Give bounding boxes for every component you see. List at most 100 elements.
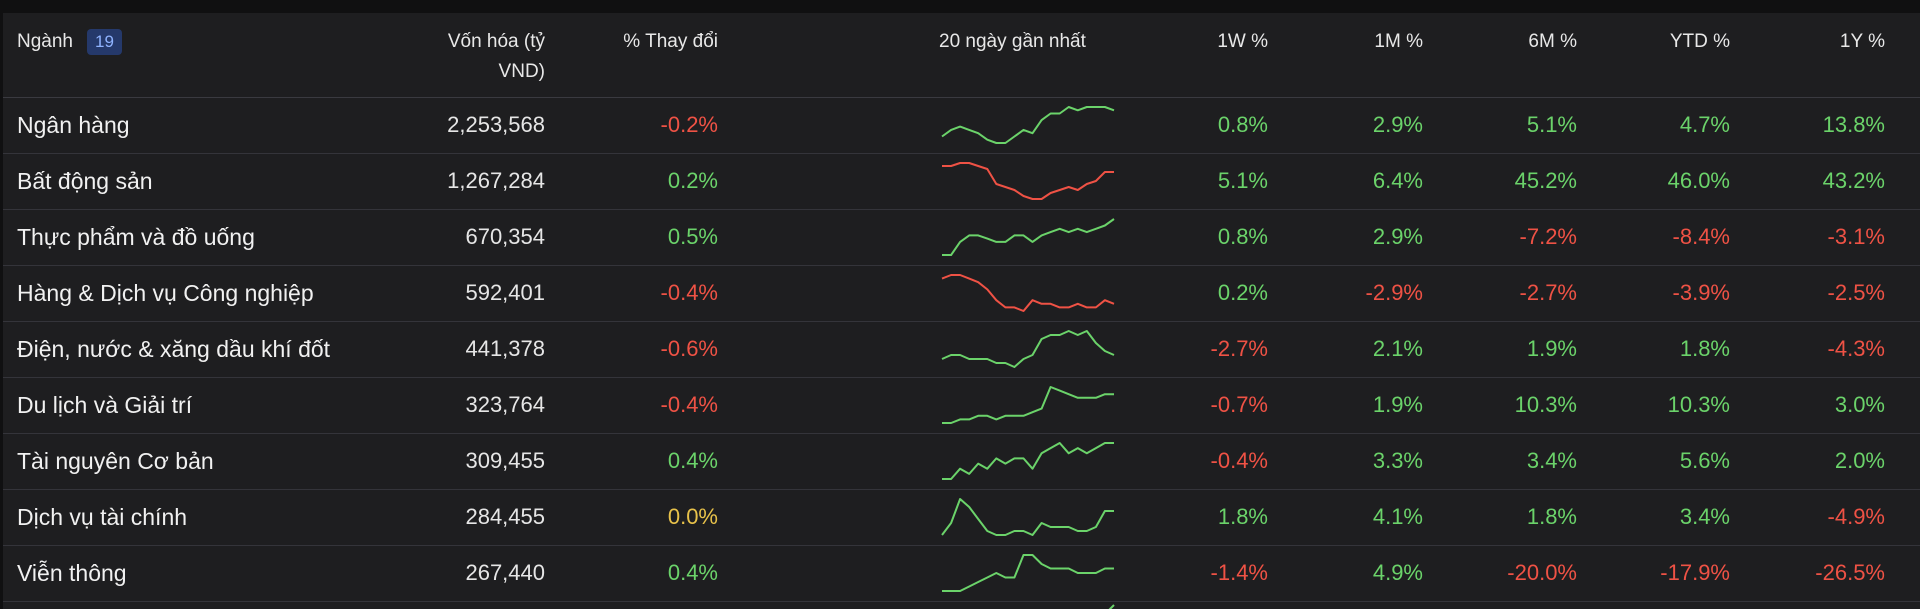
sparkline-line: [941, 330, 1115, 368]
ytd-cell: 1.8%: [1679, 336, 1730, 361]
y1-cell: 2.0%: [1834, 448, 1885, 473]
table-row[interactable]: Bất động sản 1,267,284 0.2% 5.1% 6.4% 45.2% 46…: [3, 153, 1920, 210]
table-row[interactable]: Du lịch và Giải trí 323,764 -0.4% -0.7% 1.9%…: [3, 377, 1920, 434]
m6-header[interactable]: 6M %: [1528, 31, 1577, 52]
table-row[interactable]: Hàng & Dịch vụ Công nghiệp 592,401 -0.4% 0.…: [3, 265, 1920, 322]
market-cap-cell: 670,354: [465, 224, 545, 249]
sector-name[interactable]: Hàng & Dịch vụ Công nghiệp: [17, 280, 314, 306]
partial-next-row: [3, 601, 1920, 609]
change-cell: -0.4%: [660, 392, 718, 417]
m1-cell: 2.9%: [1372, 112, 1423, 137]
table-row[interactable]: Tài nguyên Cơ bản 309,455 0.4% -0.4% 3.3% 3.4…: [3, 433, 1920, 490]
sector-header[interactable]: Ngành 19: [17, 27, 122, 83]
market-cap-cell: 267,440: [465, 560, 545, 585]
market-cap-cell: 309,455: [465, 448, 545, 473]
y1-cell: -4.3%: [1827, 336, 1885, 361]
sparkline: [938, 495, 1118, 539]
m6-cell: -2.7%: [1519, 280, 1577, 305]
ytd-cell: 4.7%: [1679, 112, 1730, 137]
y1-cell: 3.0%: [1834, 392, 1885, 417]
sparkline: [938, 439, 1118, 483]
change-cell: 0.4%: [667, 448, 718, 473]
table-row[interactable]: Điện, nước & xăng dầu khí đốt 441,378 -0.6…: [3, 321, 1920, 378]
m6-cell: -7.2%: [1519, 224, 1577, 249]
table-row[interactable]: Dịch vụ tài chính 284,455 0.0% 1.8% 4.1% 1.8%…: [3, 489, 1920, 546]
market-cap-cell: 1,267,284: [447, 168, 545, 193]
sparkline: [938, 159, 1118, 203]
w1-cell: 0.2%: [1217, 280, 1268, 305]
sparkline-svg: [941, 498, 1114, 536]
sparkline-svg: [941, 274, 1115, 312]
change-cell: 0.2%: [667, 168, 718, 193]
y1-header[interactable]: 1Y %: [1839, 31, 1885, 52]
w1-cell: 1.8%: [1217, 504, 1268, 529]
industry-table: Ngành 19 Vốn hóa (tỷ VND) % Thay đổi 20 n…: [3, 13, 1920, 609]
sparkline-line: [942, 162, 1114, 200]
table-row[interactable]: Ngân hàng 2,253,568 -0.2% 0.8% 2.9% 5.1% 4.7% 1…: [3, 97, 1920, 154]
sparkline-svg: [942, 554, 1114, 592]
market-cap-cell: 2,253,568: [447, 112, 545, 137]
sector-name[interactable]: Bất động sản: [17, 168, 153, 194]
market-cap-cell: 441,378: [465, 336, 545, 361]
sparkline: [938, 271, 1118, 315]
change-cell: -0.2%: [660, 112, 718, 137]
sparkline: [938, 551, 1118, 595]
ytd-header[interactable]: YTD %: [1669, 31, 1730, 52]
sector-name[interactable]: Điện, nước & xăng dầu khí đốt: [17, 336, 331, 362]
change-cell: -0.6%: [660, 336, 718, 361]
sparkline-line: [941, 498, 1114, 536]
m6-cell: 45.2%: [1514, 168, 1577, 193]
sector-name[interactable]: Dịch vụ tài chính: [17, 504, 188, 530]
ytd-cell: -8.4%: [1672, 224, 1730, 249]
market-cap-header-line2: VND): [498, 61, 545, 82]
sparkline-svg: [941, 106, 1115, 144]
m1-cell: 4.1%: [1372, 504, 1423, 529]
sparkline-svg: [942, 162, 1114, 200]
sector-name[interactable]: Viễn thông: [17, 560, 127, 586]
m6-cell: 3.4%: [1526, 448, 1577, 473]
sector-name[interactable]: Tài nguyên Cơ bản: [17, 448, 214, 474]
sparkline-line: [941, 274, 1115, 312]
ytd-cell: -3.9%: [1672, 280, 1730, 305]
sector-name[interactable]: Thực phẩm và đồ uống: [17, 224, 255, 250]
y1-cell: -4.9%: [1827, 504, 1885, 529]
m1-header[interactable]: 1M %: [1374, 31, 1423, 52]
m6-cell: -20.0%: [1507, 560, 1577, 585]
change-header[interactable]: % Thay đổi: [623, 31, 718, 52]
ytd-cell: 3.4%: [1679, 504, 1730, 529]
m6-cell: 10.3%: [1514, 392, 1577, 417]
sector-name[interactable]: Ngân hàng: [17, 112, 130, 138]
w1-header[interactable]: 1W %: [1217, 31, 1268, 52]
sparkline-svg: [942, 218, 1115, 256]
market-cap-cell: 284,455: [465, 504, 545, 529]
top-strip: [0, 0, 1920, 13]
ytd-cell: -17.9%: [1660, 560, 1730, 585]
w1-cell: -0.7%: [1210, 392, 1268, 417]
table-row[interactable]: Viễn thông 267,440 0.4% -1.4% 4.9% -20.0% -17.…: [3, 545, 1920, 602]
table-row[interactable]: Thực phẩm và đồ uống 670,354 0.5% 0.8% 2.9% -…: [3, 209, 1920, 266]
ytd-cell: 5.6%: [1679, 448, 1730, 473]
m1-cell: -2.9%: [1365, 280, 1423, 305]
m1-cell: 2.9%: [1372, 224, 1423, 249]
m6-cell: 1.8%: [1526, 504, 1577, 529]
sparkline: [938, 215, 1118, 259]
w1-cell: -0.4%: [1210, 448, 1268, 473]
w1-cell: 0.8%: [1217, 112, 1268, 137]
table-header: Ngành 19 Vốn hóa (tỷ VND) % Thay đổi 20 n…: [3, 13, 1920, 98]
sparkline: [938, 383, 1118, 427]
m1-cell: 2.1%: [1372, 336, 1423, 361]
m1-cell: 4.9%: [1372, 560, 1423, 585]
y1-cell: 43.2%: [1822, 168, 1885, 193]
w1-cell: -2.7%: [1210, 336, 1268, 361]
change-cell: -0.4%: [660, 280, 718, 305]
sector-name[interactable]: Du lịch và Giải trí: [17, 392, 193, 418]
y1-cell: -3.1%: [1827, 224, 1885, 249]
w1-cell: 5.1%: [1217, 168, 1268, 193]
change-cell: 0.4%: [667, 560, 718, 585]
sparkline-line: [941, 106, 1115, 144]
market-cap-header[interactable]: Vốn hóa (tỷ VND): [295, 27, 545, 83]
change-cell: 0.0%: [667, 504, 718, 529]
y1-cell: -26.5%: [1815, 560, 1885, 585]
change-cell: 0.5%: [667, 224, 718, 249]
sparkline-line: [942, 386, 1114, 424]
